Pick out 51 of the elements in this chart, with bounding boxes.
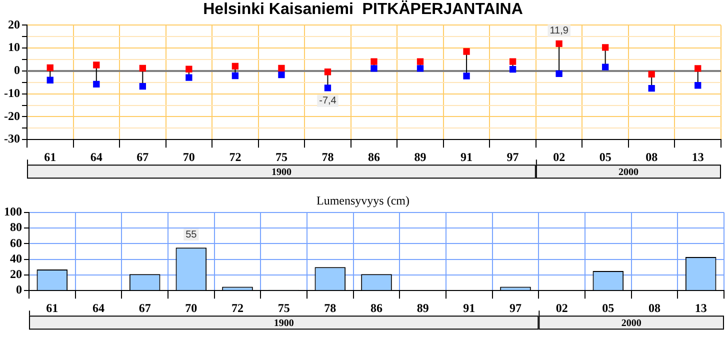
text: 2000	[618, 167, 638, 178]
text: 2000	[621, 318, 642, 330]
y-tick-label: 20	[8, 17, 20, 32]
chart-title: Lumensyvyys (cm)	[316, 193, 410, 208]
x-tick-label: 05	[599, 150, 612, 164]
x-tick-label: 89	[414, 150, 426, 164]
x-tick-label: 78	[322, 150, 334, 164]
x-tick-label: 70	[185, 300, 198, 315]
y-tick-label: -10	[4, 86, 20, 100]
x-tick-label: 78	[324, 300, 336, 315]
chart-title: Helsinki Kaisaniemi PITKÄPERJANTAINA	[203, 0, 524, 18]
x-tick-label: 02	[556, 300, 568, 315]
x-tick-label: 70	[182, 150, 195, 164]
x-tick-label: 91	[463, 300, 476, 315]
data-label: -7,4	[319, 96, 337, 107]
x-tick-label: 64	[90, 150, 102, 164]
y-tick-label: 0	[16, 282, 22, 297]
text: 1900	[274, 318, 294, 330]
x-tick-label: 97	[510, 300, 522, 315]
x-tick-label: 13	[694, 300, 707, 315]
x-tick-label: 13	[692, 150, 704, 164]
y-tick-label: 0	[14, 63, 20, 78]
x-tick-label: 67	[138, 300, 151, 315]
y-tick-label: -20	[4, 108, 20, 123]
x-tick-label: 61	[46, 300, 58, 315]
x-tick-label: 64	[92, 300, 104, 315]
x-tick-label: 89	[416, 300, 429, 315]
y-tick-label: 100	[4, 204, 22, 218]
x-tick-label: 02	[553, 150, 566, 164]
y-tick-label: 80	[10, 220, 22, 234]
x-tick-label: 67	[136, 150, 149, 164]
x-tick-label: 97	[506, 150, 519, 164]
x-tick-label: 75	[278, 300, 290, 315]
x-tick-label: 86	[368, 150, 380, 164]
y-tick-label: -30	[4, 132, 20, 146]
y-tick-label: 10	[8, 40, 20, 54]
y-tick-label: 20	[10, 267, 22, 282]
data-label: 55	[186, 229, 198, 240]
x-tick-label: 86	[370, 300, 382, 315]
x-tick-label: 05	[602, 300, 614, 315]
x-tick-label: 61	[44, 150, 56, 164]
y-tick-label: 60	[10, 236, 22, 250]
text: 1900	[271, 167, 292, 178]
data-label: 11,9	[550, 25, 569, 36]
x-tick-label: 72	[232, 300, 244, 315]
x-tick-label: 72	[229, 150, 242, 164]
x-tick-label: 08	[646, 150, 658, 164]
x-tick-label: 08	[648, 300, 660, 315]
y-tick-label: 40	[10, 251, 22, 266]
x-tick-label: 75	[275, 150, 288, 164]
x-tick-label: 91	[460, 150, 473, 164]
